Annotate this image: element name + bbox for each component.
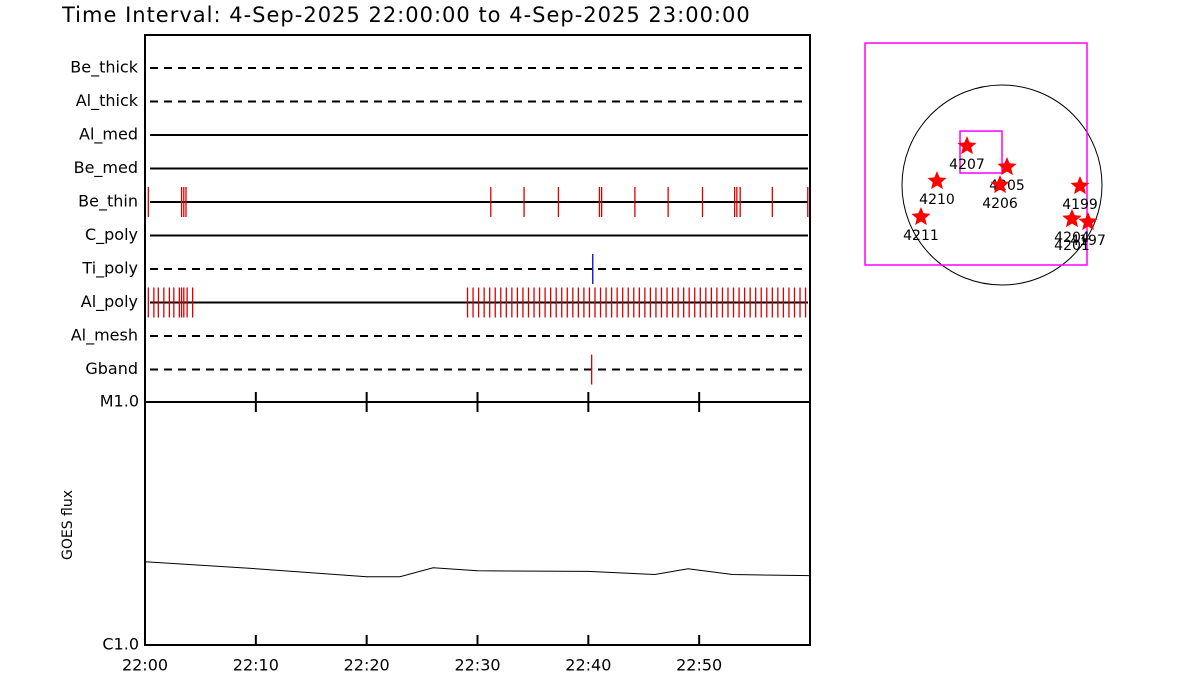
ar-label: 4210 [919, 192, 955, 208]
ar-star [1070, 176, 1090, 195]
row-label: Ti_poly [81, 259, 138, 279]
row-label: Gband [85, 359, 138, 378]
row-label: Al_med [79, 125, 138, 145]
row-label: C_poly [85, 225, 138, 245]
goes-frame [144, 401, 811, 646]
solar-disk [901, 84, 1103, 286]
ar-star [990, 175, 1010, 194]
row-label: Al_mesh [71, 326, 138, 346]
ar-star [1078, 212, 1098, 231]
fov-box [959, 130, 1003, 174]
row-label: Be_thick [70, 58, 138, 78]
ar-star [911, 207, 931, 226]
row-label: Al_poly [81, 292, 138, 312]
ar-star [957, 136, 977, 155]
x-tick-label: 22:30 [454, 656, 500, 675]
ar-star [997, 157, 1017, 176]
timeline-frame [144, 34, 811, 403]
x-tick-label: 22:40 [565, 656, 611, 675]
ar-star [927, 171, 947, 190]
y-tick-label: C1.0 [102, 635, 139, 654]
row-label: Be_thin [78, 192, 138, 212]
ar-label: 4197 [1070, 233, 1106, 249]
y-axis-label: GOES flux [60, 490, 76, 560]
row-label: Al_thick [76, 91, 139, 111]
chart-title: Time Interval: 4-Sep-2025 22:00:00 to 4-… [61, 3, 751, 27]
fov-box [864, 42, 1088, 266]
ar-label: 4206 [982, 196, 1018, 212]
x-tick-label: 22:00 [122, 656, 168, 675]
ar-label: 4211 [903, 228, 939, 244]
y-tick-label: M1.0 [100, 392, 139, 411]
ar-label: 4204 [1054, 230, 1090, 246]
x-tick-label: 22:20 [344, 656, 390, 675]
goes-line [144, 561, 809, 578]
ar-label: 4207 [949, 157, 985, 173]
x-tick-label: 22:10 [233, 656, 279, 675]
ar-star [1062, 209, 1082, 227]
row-label: Be_med [74, 158, 138, 178]
x-tick-label: 22:50 [676, 656, 722, 675]
ar-label: 4201 [1054, 238, 1090, 254]
ar-label: 4199 [1062, 197, 1098, 213]
